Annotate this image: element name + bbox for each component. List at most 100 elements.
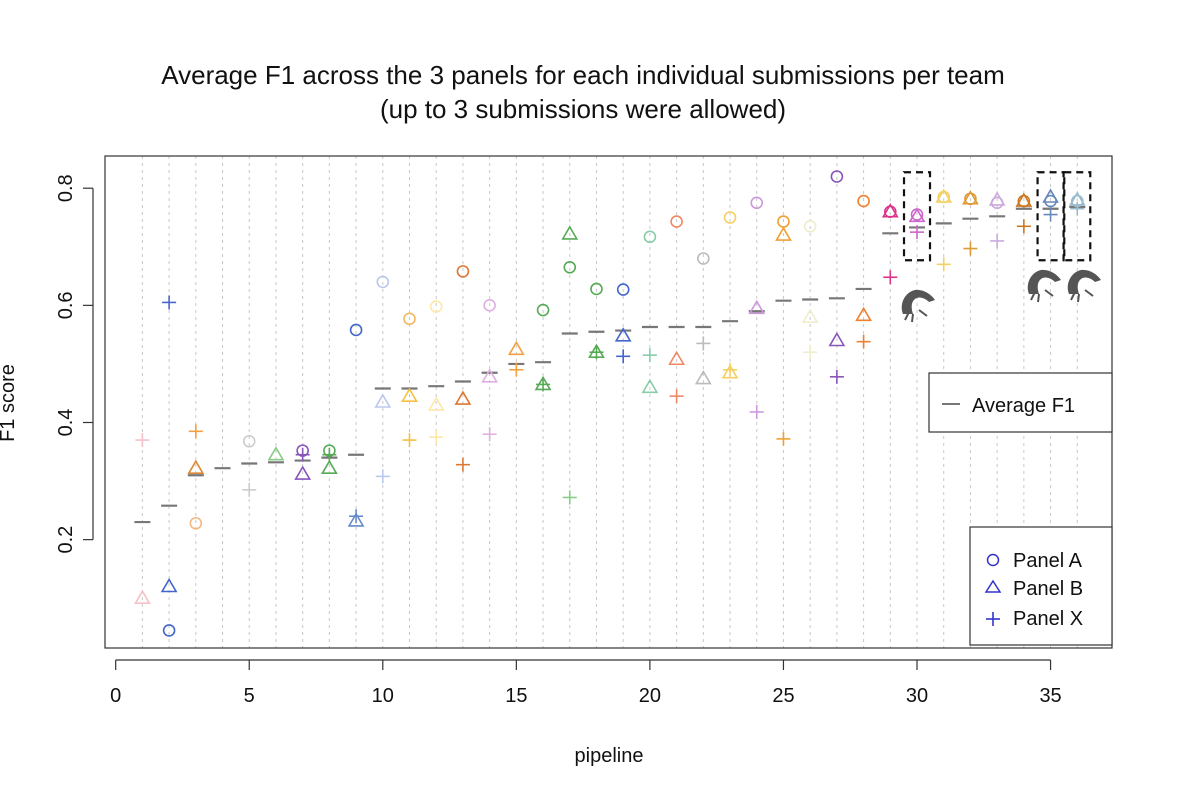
x-tick-label: 20 (639, 685, 661, 707)
panel-a-point (697, 252, 710, 265)
panel-a-point (803, 219, 817, 233)
panel-b-point (668, 350, 686, 366)
panel-x-point (749, 404, 764, 419)
panel-b-point (134, 589, 151, 605)
panel-x-point (883, 270, 898, 285)
panel-x-point (829, 369, 844, 384)
legend-average-label: Average F1 (972, 395, 1075, 417)
panel-b-point (267, 446, 285, 461)
panel-b-point (962, 190, 979, 205)
panel-x-point (669, 389, 684, 404)
panel-a-point (162, 624, 176, 637)
panel-b-point (828, 331, 846, 347)
panel-x-point (696, 336, 711, 351)
panel-x-point (963, 241, 978, 256)
panel-a-point (1044, 194, 1057, 208)
panel-a-point (456, 265, 470, 278)
panel-b-point (855, 306, 872, 322)
y-tick-label: 0.2 (55, 526, 77, 554)
panel-x-point (856, 334, 871, 349)
panel-x-point (910, 225, 925, 240)
panel-a-point (536, 303, 550, 317)
panel-b-point (881, 203, 899, 218)
panel-b-point (187, 459, 205, 474)
y-axis-label: F1 score (0, 364, 19, 442)
x-axis: 0 5 10 15 20 25 30 35 (110, 659, 1062, 707)
panel-a-point (403, 312, 416, 326)
panel-x-point (723, 362, 738, 377)
x-tick-label: 30 (906, 685, 928, 707)
highlight-layer (902, 171, 1092, 262)
marks-layer (134, 170, 1086, 637)
panel-x-point (776, 431, 791, 446)
x-axis-label: pipeline (575, 745, 644, 767)
panel-x-point (402, 433, 417, 448)
panel-b-point (775, 226, 792, 241)
panel-a-point (750, 196, 764, 210)
panel-b-point (694, 369, 712, 385)
legend-panel-a-circle-icon (986, 553, 1000, 567)
panel-x-point (642, 348, 657, 363)
panel-b-point (294, 465, 312, 480)
panel-x-point (589, 345, 604, 360)
legend-panel-a-label: Panel A (1013, 550, 1083, 572)
panel-x-point (135, 433, 150, 448)
highlight-box (902, 171, 932, 262)
panel-x-point (936, 257, 951, 272)
x-tick-label: 0 (110, 685, 121, 707)
highlight-box (1063, 171, 1092, 262)
panel-a-point (643, 230, 657, 244)
panel-x-point (188, 424, 203, 439)
panel-b-point (481, 368, 499, 383)
panel-a-point (616, 283, 630, 296)
panel-a-point (590, 282, 603, 296)
x-tick-label: 10 (372, 685, 394, 707)
panel-x-point (1043, 207, 1058, 222)
panel-a-point (376, 275, 390, 289)
legend-panels: Panel A Panel B Panel X (969, 526, 1113, 646)
panel-x-point (242, 482, 257, 497)
panel-a-point (349, 323, 363, 337)
panel-x-point (562, 490, 577, 505)
panel-x-point (616, 349, 631, 364)
chart-subtitle: (up to 3 submissions were allowed) (380, 94, 786, 124)
panel-x-point (1016, 219, 1031, 234)
x-tick-label: 5 (244, 685, 255, 707)
panel-a-point (723, 211, 737, 224)
panel-x-point (536, 377, 551, 392)
panel-b-point (721, 364, 739, 379)
panel-x-point (509, 362, 524, 377)
x-tick-label: 15 (505, 685, 527, 707)
panel-x-point (803, 345, 818, 360)
award-icon-30 (901, 289, 935, 323)
panel-x-point (375, 469, 390, 484)
panel-a-point (189, 516, 203, 530)
panel-x-point (429, 430, 444, 445)
panel-b-point (935, 188, 953, 203)
panel-b-point (1042, 188, 1059, 203)
panel-a-point (857, 194, 870, 208)
panel-a-point (242, 434, 256, 448)
panel-b-point (908, 207, 926, 223)
legend-panel-b-triangle-icon (984, 579, 1002, 593)
highlight-box (1036, 171, 1065, 262)
x-tick-label: 35 (1039, 685, 1061, 707)
x-tick-label: 25 (772, 685, 794, 707)
legend-average: Average F1 (928, 372, 1113, 433)
panel-a-point (563, 260, 577, 274)
legend-panel-b-label: Panel B (1013, 578, 1083, 600)
panel-b-point (320, 459, 338, 474)
legend-panel-x-plus-icon (986, 612, 1000, 626)
y-axis: 0.2 0.4 0.6 0.8 (55, 174, 94, 554)
panel-b-point (347, 512, 365, 527)
panel-x-point (349, 509, 364, 524)
panel-b-point (160, 577, 178, 593)
y-tick-label: 0.6 (55, 291, 77, 319)
legend-panel-x-label: Panel X (1013, 608, 1083, 630)
panel-x-point (482, 427, 497, 442)
y-tick-label: 0.4 (55, 409, 77, 437)
panel-b-point (988, 191, 1006, 206)
chart-title: Average F1 across the 3 panels for each … (161, 60, 1005, 90)
panel-b-point (374, 393, 392, 408)
